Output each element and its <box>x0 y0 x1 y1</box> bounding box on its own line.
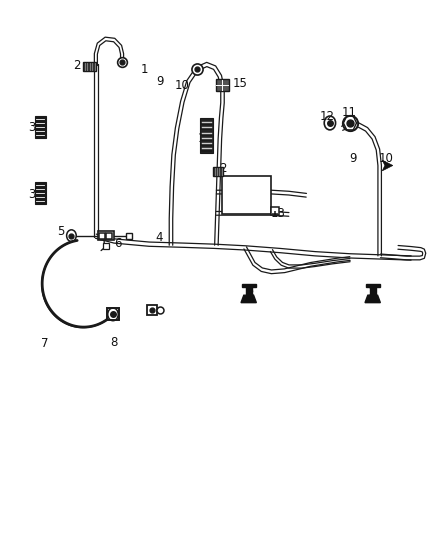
Text: 11: 11 <box>342 106 357 119</box>
Text: 3: 3 <box>367 286 374 298</box>
Text: 4: 4 <box>155 231 162 244</box>
Text: 7: 7 <box>41 337 48 350</box>
Text: 10: 10 <box>378 152 393 165</box>
Text: 12: 12 <box>320 110 335 123</box>
Text: 2: 2 <box>219 161 227 175</box>
Text: 13: 13 <box>271 207 286 220</box>
Text: 3: 3 <box>28 188 36 201</box>
Polygon shape <box>242 284 256 287</box>
Text: 6: 6 <box>114 237 121 250</box>
Text: 1: 1 <box>141 63 148 76</box>
Polygon shape <box>241 295 256 303</box>
Bar <box>223 176 272 214</box>
Polygon shape <box>366 284 380 287</box>
FancyBboxPatch shape <box>35 182 46 204</box>
Text: 3: 3 <box>28 120 36 134</box>
FancyBboxPatch shape <box>213 167 223 175</box>
Text: 15: 15 <box>233 77 247 90</box>
Polygon shape <box>382 160 393 171</box>
FancyBboxPatch shape <box>200 118 213 153</box>
Text: 8: 8 <box>110 336 118 349</box>
Polygon shape <box>246 287 252 297</box>
Text: 5: 5 <box>57 225 65 238</box>
Polygon shape <box>365 295 380 303</box>
Text: 10: 10 <box>175 79 190 92</box>
FancyBboxPatch shape <box>35 116 46 139</box>
Bar <box>215 79 229 91</box>
Text: 14: 14 <box>198 132 212 146</box>
Text: 9: 9 <box>156 75 163 88</box>
Text: 9: 9 <box>350 152 357 165</box>
Bar <box>98 231 114 240</box>
FancyBboxPatch shape <box>83 62 96 71</box>
Text: 2: 2 <box>73 59 81 72</box>
Text: 3: 3 <box>246 288 253 301</box>
Polygon shape <box>370 287 376 297</box>
